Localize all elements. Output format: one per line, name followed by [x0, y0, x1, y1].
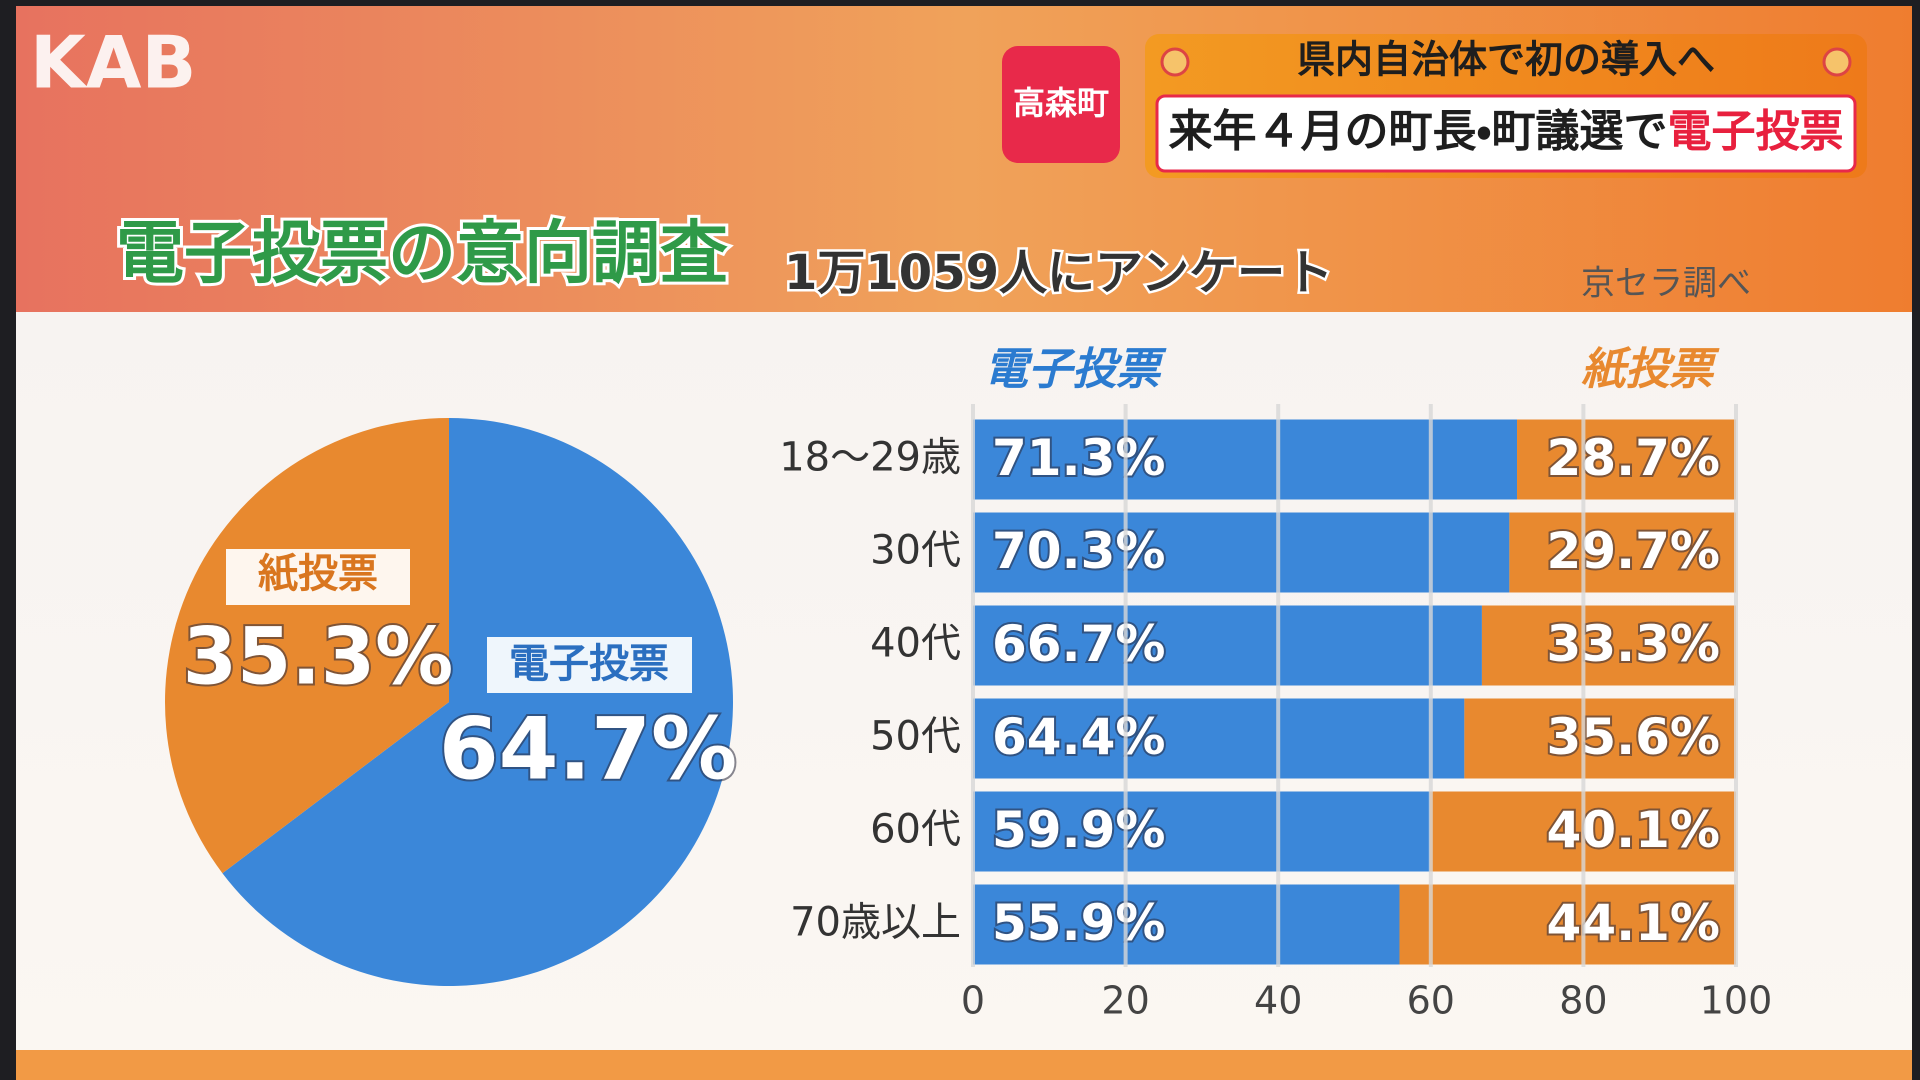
headline: 県内自治体で初の導入へ: [1297, 38, 1715, 82]
pie-slice: [164, 418, 449, 874]
bar-value-label: 71.3%: [992, 429, 1165, 487]
bar-value-label: 40.1%: [1547, 801, 1720, 859]
x-tick-label: 40: [1254, 979, 1302, 1023]
banner-dot: [1822, 47, 1852, 77]
pie-label-box: [226, 549, 410, 605]
bar-segment: [1517, 419, 1736, 500]
source: 京セラ調べ: [1581, 264, 1751, 304]
bar-segment: [1481, 605, 1736, 686]
bar-value-label: 59.9%: [992, 801, 1165, 859]
bar-segment: [1509, 512, 1736, 593]
bar-value-label: 70.3%: [992, 522, 1165, 580]
x-tick-label: 0: [961, 979, 985, 1023]
logo: KAB: [30, 21, 196, 105]
bar-segment: [973, 698, 1465, 779]
location-badge: [1002, 46, 1120, 163]
y-tick-label: 30代: [870, 528, 961, 574]
bar-segment: [1399, 884, 1736, 965]
bar-value-label: 64.4%: [992, 708, 1165, 766]
bar-value-label: 28.7%: [1547, 429, 1720, 487]
bar-value-label: 66.7%: [992, 615, 1165, 673]
x-tick-label: 100: [1700, 979, 1773, 1023]
pie-value-label: 35.3%: [183, 612, 454, 702]
x-tick-label: 20: [1101, 979, 1149, 1023]
bar-value-label: 55.9%: [992, 894, 1165, 952]
bar-segment: [973, 884, 1400, 965]
banner-dot: [1160, 47, 1190, 77]
x-tick-label: 80: [1559, 979, 1607, 1023]
subheadline: 来年４月の町長・町議選で電子投票: [1169, 106, 1844, 157]
bar-value-label: 29.7%: [1547, 522, 1720, 580]
pie-value-label: 64.7%: [439, 699, 737, 799]
location: 高森町: [1013, 84, 1109, 122]
bar-segment: [1464, 698, 1736, 779]
bottom-strip: [16, 1050, 1912, 1080]
bar-value-label: 44.1%: [1547, 894, 1720, 952]
bar-segment: [973, 419, 1518, 500]
subheadline-highlight: 電子投票: [1667, 106, 1843, 157]
bar-value-label: 33.3%: [1547, 615, 1720, 673]
y-tick-label: 50代: [870, 714, 961, 760]
legend-label: 紙投票: [1581, 344, 1720, 395]
x-tick-label: 60: [1407, 979, 1455, 1023]
panel-subtitle: 1万1059人にアンケート: [784, 245, 1333, 301]
pie-label-box: [487, 637, 692, 693]
pie-category-label: 電子投票: [509, 641, 669, 687]
subheadline-box: [1155, 94, 1857, 173]
y-tick-label: 60代: [870, 807, 961, 853]
bar-segment: [973, 512, 1510, 593]
y-tick-label: 70歳以上: [790, 900, 961, 946]
y-tick-label: 18～29歳: [779, 435, 961, 481]
pie-slice: [222, 418, 733, 986]
legend-label: 電子投票: [984, 344, 1167, 395]
bar-segment: [973, 605, 1482, 686]
subheadline-text: 来年４月の町長・町議選で: [1169, 106, 1668, 157]
pie-category-label: 紙投票: [258, 551, 378, 597]
bar-value-label: 35.6%: [1547, 708, 1720, 766]
panel-title: 電子投票の意向調査: [116, 215, 728, 294]
bar-segment: [973, 791, 1431, 872]
y-tick-label: 40代: [870, 621, 961, 667]
